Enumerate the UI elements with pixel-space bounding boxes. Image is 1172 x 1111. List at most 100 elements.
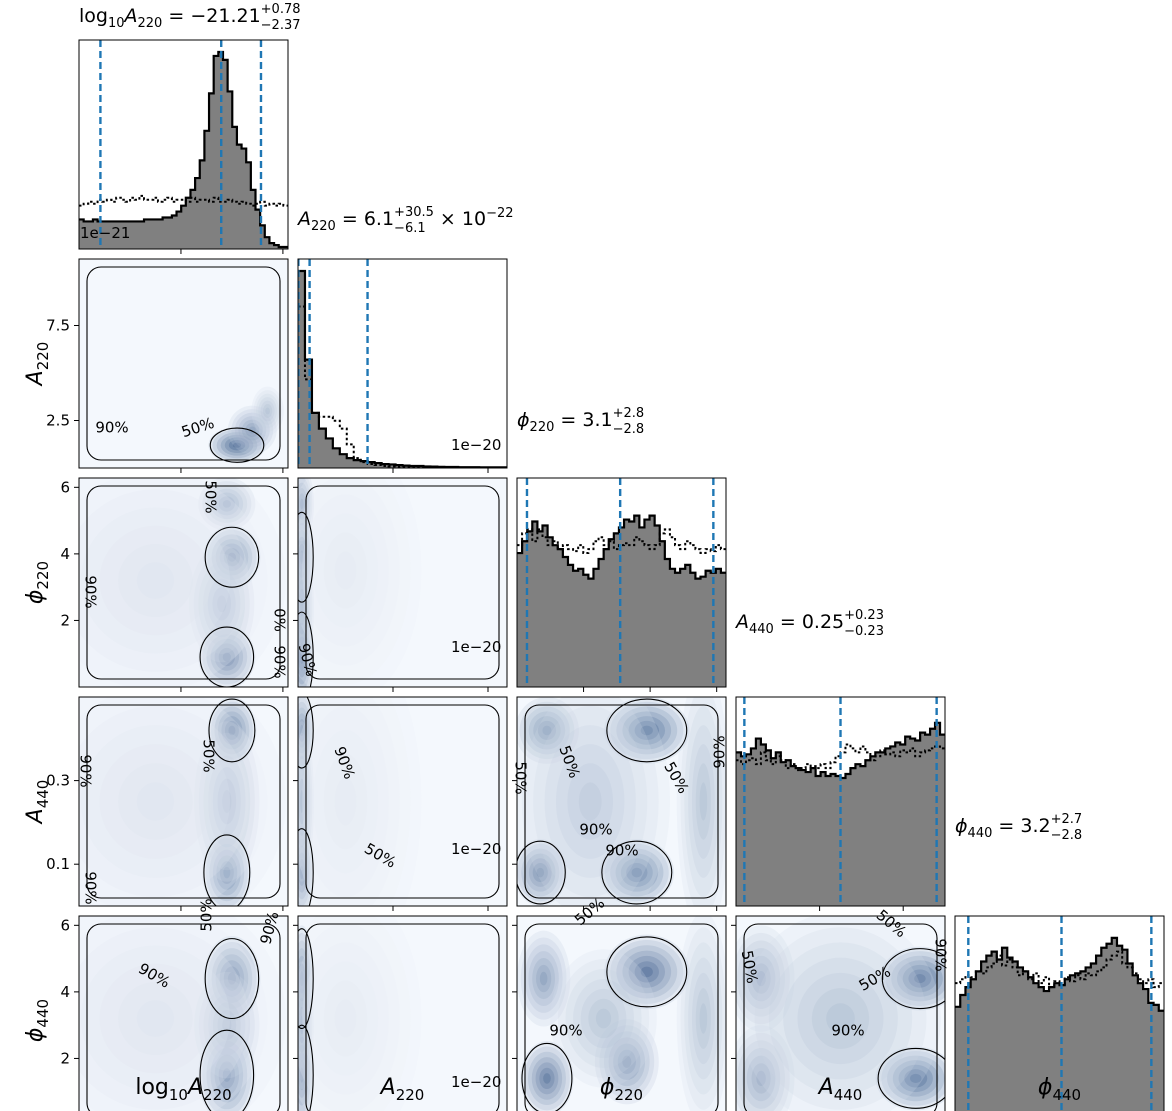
density-blob [879, 946, 945, 1011]
density-blob [262, 404, 273, 418]
density-blob [207, 942, 257, 1016]
contour-50 [606, 936, 688, 1008]
panel-frame [297, 696, 508, 907]
density-blob [684, 942, 723, 1095]
panel-frame [78, 39, 289, 250]
density-blob [604, 1031, 650, 1093]
density-blob [210, 638, 244, 676]
axis-label-y-A440: A440 [23, 780, 52, 826]
density-blob [298, 697, 400, 906]
density-blob [688, 725, 719, 878]
density-blob [610, 701, 684, 760]
density-blob [699, 1003, 708, 1034]
density-panel-A440-phi440 [736, 916, 945, 1111]
panel-frame [78, 915, 289, 1111]
density-blob [539, 1067, 555, 1090]
density-blob [298, 543, 306, 571]
density-background [736, 916, 945, 1111]
density-blob [699, 782, 708, 821]
density-blob [203, 744, 251, 859]
title-suffix-sup: −22 [486, 206, 513, 221]
density-blob [202, 629, 252, 685]
density-blob [214, 643, 240, 671]
density-blob [615, 853, 659, 892]
y-tick-label: 2.5 [46, 412, 70, 430]
density-panel-log10A220-A220 [79, 259, 288, 468]
prior-histogram-line [79, 194, 288, 207]
contour-label: 90% [549, 1022, 582, 1040]
density-background [298, 697, 507, 906]
density-blob [517, 697, 671, 906]
density-blob [298, 615, 313, 687]
histogram-panel-A440 [736, 697, 945, 906]
prior-histogram-line [298, 305, 507, 468]
title-sym-sub: 440 [968, 826, 993, 841]
label-base: log [135, 1075, 169, 1100]
title-sym: A [123, 5, 138, 27]
density-blob [892, 1060, 939, 1097]
density-blob [533, 705, 648, 898]
axis-label-x-log10A220: log10A220 [135, 1075, 231, 1104]
density-blob [875, 1046, 945, 1111]
density-blob [216, 432, 258, 459]
density-blob [79, 478, 286, 687]
density-background [517, 697, 726, 906]
density-blob [298, 1037, 311, 1111]
density-blob [300, 970, 304, 987]
density-blob [578, 782, 602, 821]
density-panel-log10A220-phi220 [79, 478, 288, 687]
contour-90 [86, 704, 281, 899]
density-blob [517, 697, 579, 764]
density-blob [223, 548, 241, 567]
density-blob [528, 711, 566, 750]
y-offset-label-A220: 1e−21 [80, 224, 130, 242]
density-blob [298, 516, 313, 599]
density-blob [298, 1052, 308, 1098]
label-sub: 220 [396, 1086, 425, 1104]
density-blob [528, 951, 559, 1006]
density-blob [136, 782, 175, 821]
contour-label: 90% [95, 419, 128, 437]
density-blob [224, 437, 250, 454]
density-blob [298, 701, 311, 760]
density-blob [238, 416, 267, 444]
density-blob [223, 866, 231, 879]
density-blob [206, 484, 248, 523]
contour-50 [209, 427, 265, 463]
density-blob [634, 961, 659, 983]
density-blob [616, 706, 678, 755]
density-blob [214, 492, 240, 516]
density-background [298, 916, 507, 1111]
density-blob [604, 843, 669, 902]
contour-90 [524, 704, 719, 899]
density-blob [300, 498, 304, 510]
density-blob [532, 958, 556, 1000]
contour-50 [203, 834, 251, 906]
density-blob [539, 971, 548, 986]
density-blob [227, 972, 237, 985]
density-blob [312, 961, 379, 1076]
density-blob [751, 1063, 771, 1094]
title-sym-sub: 220 [530, 420, 555, 435]
density-blob [198, 478, 256, 531]
panel-frame [78, 258, 289, 469]
contour-label: 50% [198, 898, 216, 931]
panel-frame [297, 477, 508, 688]
contour-50 [204, 526, 260, 588]
density-blob [298, 522, 311, 592]
density-blob [222, 790, 232, 813]
density-blob [811, 988, 870, 1049]
contour-50 [199, 626, 255, 687]
density-blob [914, 974, 926, 984]
density-blob [887, 1055, 945, 1102]
density-blob [891, 955, 945, 1002]
title-base: log [79, 5, 108, 27]
density-blob [298, 970, 313, 1080]
density-blob [217, 1009, 237, 1041]
density-blob [300, 1067, 304, 1083]
density-blob [298, 932, 313, 1025]
density-blob [223, 966, 241, 991]
density-blob [79, 489, 249, 672]
density-blob [208, 426, 266, 464]
panel-frame [297, 258, 508, 469]
